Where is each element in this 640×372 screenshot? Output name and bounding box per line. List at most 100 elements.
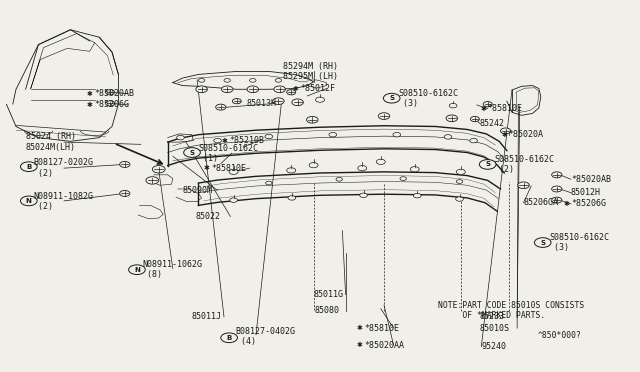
Text: 85233: 85233 [480,312,505,321]
Text: S08510-6162C
 (1): S08510-6162C (1) [198,144,259,163]
Circle shape [444,135,452,139]
Circle shape [483,102,492,107]
Text: B: B [26,164,31,170]
Circle shape [129,265,145,275]
Circle shape [152,166,165,173]
Text: ✱: ✱ [204,165,210,171]
Text: S: S [389,95,394,101]
Text: ✱: ✱ [480,106,486,112]
Text: 85010S: 85010S [480,324,510,333]
Circle shape [232,99,241,104]
Circle shape [360,193,367,198]
Circle shape [500,128,511,134]
Circle shape [287,168,296,173]
Circle shape [247,86,259,93]
Circle shape [446,115,458,122]
Circle shape [184,148,200,157]
Text: 85011G: 85011G [314,290,344,299]
Text: NOTE:PART CODE 85010S CONSISTS
     OF *MARKED PARTS.: NOTE:PART CODE 85010S CONSISTS OF *MARKE… [438,301,585,320]
Text: S: S [189,150,195,155]
Circle shape [106,101,115,106]
Circle shape [456,169,465,174]
Text: B08127-0402G
 (4): B08127-0402G (4) [236,327,296,346]
Circle shape [120,161,130,167]
Circle shape [229,169,238,174]
Text: 85242: 85242 [480,119,505,128]
Circle shape [393,132,401,137]
Text: *85020AB: *85020AB [95,89,135,98]
Text: S08510-6162C
 (3): S08510-6162C (3) [398,89,458,108]
Circle shape [288,196,296,200]
Text: N08911-1062G
 (8): N08911-1062G (8) [142,260,202,279]
Text: 95240: 95240 [481,342,506,351]
Circle shape [376,159,385,164]
Text: ✱: ✱ [563,201,570,207]
Text: ✱: ✱ [292,86,299,92]
Text: *85012F: *85012F [301,84,336,93]
Circle shape [309,163,318,168]
Circle shape [383,93,400,103]
Circle shape [336,177,342,181]
Text: *85810E: *85810E [488,104,523,113]
Circle shape [400,177,406,180]
Circle shape [20,196,37,206]
Circle shape [177,135,184,140]
Text: ^850*000?: ^850*000? [538,331,582,340]
Circle shape [198,78,205,82]
Circle shape [449,103,457,108]
Text: *85020AA: *85020AA [365,341,404,350]
Text: *85020AB: *85020AB [571,175,611,184]
Circle shape [214,138,221,143]
Text: S: S [540,240,545,246]
Text: ✱: ✱ [501,132,508,138]
Text: 85090M: 85090M [182,186,212,195]
Circle shape [552,186,562,192]
Text: 85022: 85022 [195,212,220,221]
Text: ✱: ✱ [356,342,363,348]
Text: 85013H: 85013H [246,99,276,108]
Text: B: B [227,335,232,341]
Text: ✱: ✱ [221,138,227,144]
Text: *85210B: *85210B [229,136,264,145]
Circle shape [470,116,479,122]
Text: 85294M (RH)
85295M (LH): 85294M (RH) 85295M (LH) [283,62,338,81]
Circle shape [274,86,285,93]
Circle shape [273,98,284,105]
Circle shape [552,172,562,178]
Circle shape [456,197,463,201]
Circle shape [20,162,37,171]
Text: ✱: ✱ [86,102,93,108]
Circle shape [534,238,551,247]
Text: 85206GA: 85206GA [524,198,559,207]
Circle shape [552,197,562,203]
Text: N: N [134,267,140,273]
Circle shape [410,167,419,172]
Text: *85810E: *85810E [211,164,246,173]
Circle shape [120,190,130,196]
Text: 85080: 85080 [315,306,340,315]
Circle shape [358,166,367,171]
Circle shape [224,78,230,82]
Circle shape [230,198,237,202]
Circle shape [146,177,159,184]
Circle shape [216,104,226,110]
Text: S: S [485,161,490,167]
Text: *85206G: *85206G [95,100,130,109]
Circle shape [329,132,337,137]
Circle shape [250,78,256,82]
Circle shape [307,116,318,123]
Text: 85011J: 85011J [192,312,222,321]
Text: *85810E: *85810E [365,324,400,333]
Circle shape [378,113,390,119]
Text: 85012H: 85012H [571,188,601,197]
Circle shape [518,182,529,189]
Text: *85020A: *85020A [509,130,544,139]
Circle shape [275,78,282,82]
Text: N08911-1082G
 (2): N08911-1082G (2) [33,192,93,211]
Text: B08127-0202G
 (2): B08127-0202G (2) [33,158,93,178]
Circle shape [287,90,296,95]
Circle shape [456,180,463,183]
Text: *85206G: *85206G [571,199,606,208]
Text: ✱: ✱ [86,91,93,97]
Circle shape [196,86,207,93]
